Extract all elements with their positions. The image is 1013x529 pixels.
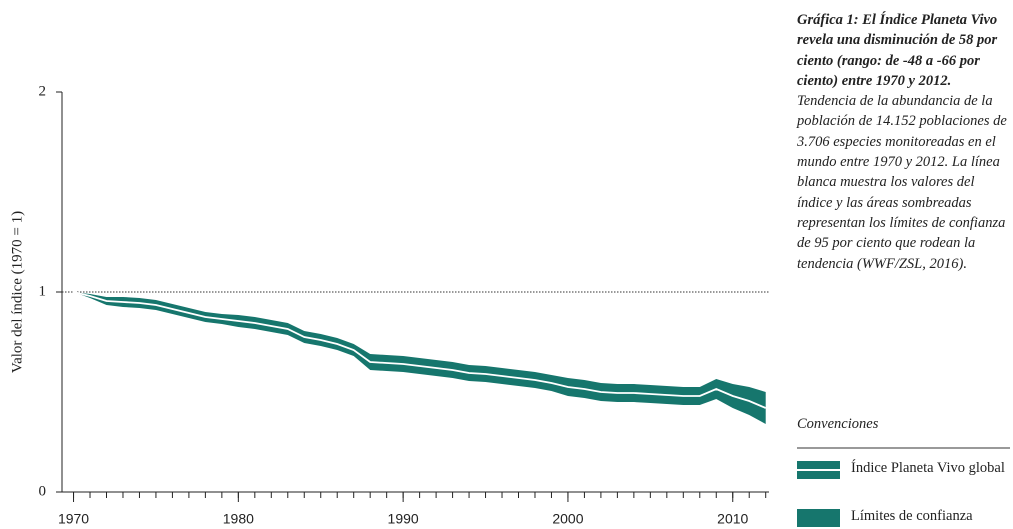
legend-title: Convenciones — [797, 416, 879, 432]
y-tick-label: 1 — [39, 283, 47, 299]
legend-label: Límites de confianza — [851, 508, 973, 524]
x-tick-label: 2010 — [717, 511, 748, 527]
x-tick-label: 2000 — [552, 511, 583, 527]
caption-text: Tendencia de la abundancia de la poblaci… — [797, 93, 1007, 272]
legend-swatch — [797, 509, 840, 527]
legend-label: Índice Planeta Vivo global — [851, 460, 1005, 476]
y-axis-label: Valor del índice (1970 = 1) — [9, 211, 25, 373]
x-tick-label: 1980 — [223, 511, 254, 527]
y-tick-label: 0 — [39, 483, 47, 499]
x-tick-label: 1990 — [388, 511, 419, 527]
caption-title: Gráfica 1: El Índice Planeta Vivo revela… — [797, 12, 998, 89]
x-tick-label: 1970 — [58, 511, 89, 527]
y-tick-label: 2 — [39, 83, 47, 99]
index-line — [73, 291, 767, 409]
caption: Gráfica 1: El Índice Planeta Vivo revela… — [797, 10, 1013, 274]
confidence-band — [73, 292, 766, 424]
